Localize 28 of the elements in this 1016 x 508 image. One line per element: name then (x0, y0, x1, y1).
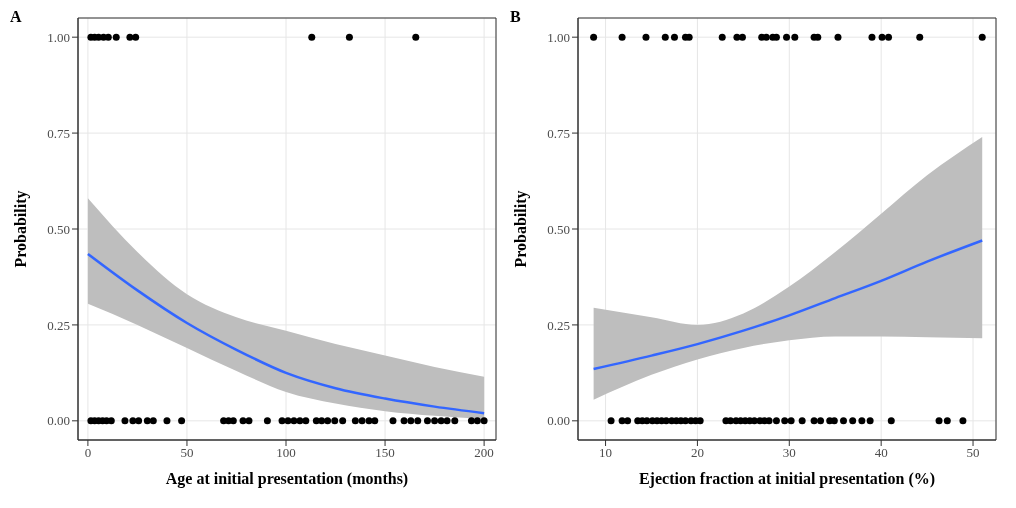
x-tick-label: 30 (782, 445, 796, 461)
x-tick-label: 40 (874, 445, 888, 461)
line-series (592, 239, 984, 371)
y-tick-label: 0.50 (47, 221, 70, 237)
x-tick-label: 50 (180, 445, 194, 461)
y-tick-label: 0.00 (47, 413, 70, 429)
y-axis-title: Probability (511, 190, 530, 268)
y-axis-title: Probability (11, 190, 30, 268)
x-tick-label: 0 (84, 445, 92, 461)
y-tick-label: 1.00 (47, 29, 70, 45)
y-tick-label: 0.00 (547, 413, 570, 429)
chart-title: A (10, 8, 22, 26)
x-axis-title: Ejection fraction at initial presentation (%) (638, 470, 936, 488)
y-tick-label: 0.75 (547, 125, 570, 141)
y-tick-label: 0.25 (547, 317, 570, 333)
x-tick-label: 100 (276, 445, 296, 461)
x-axis-title: Age at initial presentation (months) (165, 470, 409, 488)
x-tick-label: 20 (690, 445, 704, 461)
x-tick-label: 10 (599, 445, 613, 461)
x-tick-label: 150 (375, 445, 395, 461)
chart-title: B (510, 8, 521, 26)
y-tick-label: 0.75 (47, 125, 70, 141)
x-tick-label: 200 (474, 445, 494, 461)
y-tick-label: 1.00 (547, 29, 570, 45)
line-series (86, 252, 486, 415)
y-tick-label: 0.50 (547, 221, 570, 237)
x-tick-label: 50 (966, 445, 980, 461)
y-tick-label: 0.25 (47, 317, 70, 333)
